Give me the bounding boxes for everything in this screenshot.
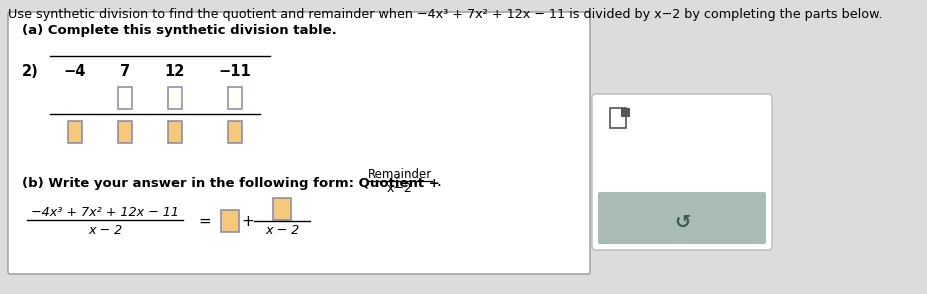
Text: (b) Write your answer in the following form: Quotient +: (b) Write your answer in the following f… bbox=[22, 178, 439, 191]
Text: .: . bbox=[436, 173, 440, 188]
FancyBboxPatch shape bbox=[8, 12, 590, 274]
Text: 7: 7 bbox=[120, 64, 130, 79]
FancyBboxPatch shape bbox=[597, 192, 765, 244]
Text: −11: −11 bbox=[219, 64, 251, 79]
Text: =: = bbox=[198, 213, 211, 228]
Bar bbox=[228, 121, 242, 143]
Bar bbox=[118, 121, 132, 143]
Bar bbox=[68, 121, 82, 143]
Text: 12: 12 bbox=[165, 64, 185, 79]
Bar bbox=[168, 87, 182, 109]
FancyBboxPatch shape bbox=[591, 94, 771, 250]
Bar bbox=[228, 87, 242, 109]
Text: x − 2: x − 2 bbox=[88, 223, 122, 236]
Text: x−2: x−2 bbox=[387, 183, 413, 196]
Text: Remainder: Remainder bbox=[367, 168, 432, 181]
Bar bbox=[168, 121, 182, 143]
Bar bbox=[609, 108, 626, 128]
Text: ↺: ↺ bbox=[673, 213, 690, 231]
Text: (a) Complete this synthetic division table.: (a) Complete this synthetic division tab… bbox=[22, 24, 337, 37]
Text: x − 2: x − 2 bbox=[264, 225, 298, 238]
Bar bbox=[221, 210, 239, 232]
Text: Use synthetic division to find the quotient and remainder when −4x³ + 7x² + 12x : Use synthetic division to find the quoti… bbox=[8, 8, 882, 21]
Bar bbox=[273, 198, 291, 220]
Text: 2): 2) bbox=[22, 64, 39, 79]
Text: −4x³ + 7x² + 12x − 11: −4x³ + 7x² + 12x − 11 bbox=[31, 206, 179, 218]
Text: −4: −4 bbox=[64, 64, 86, 79]
Text: +: + bbox=[241, 213, 254, 228]
Bar bbox=[620, 108, 629, 116]
Bar bbox=[118, 87, 132, 109]
